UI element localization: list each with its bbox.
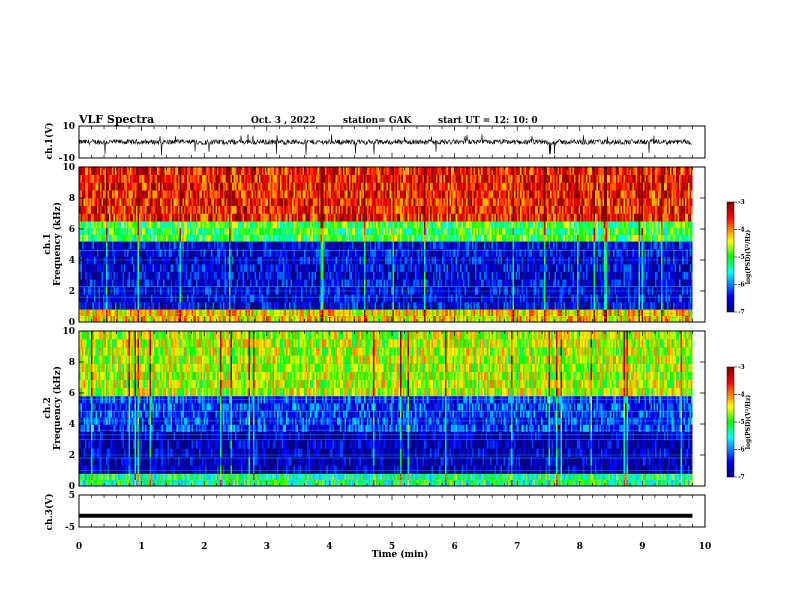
ch1-colorbar-label: log(PSD)(V²/Hz) [745, 230, 752, 285]
colorbar-tick: -4 [738, 227, 745, 234]
colorbar-tick: -5 [738, 419, 745, 426]
colorbar-tick: -7 [738, 309, 745, 316]
colorbar-tick: -5 [738, 254, 745, 261]
frequency-ytick: 10 [62, 163, 75, 173]
date-label: Oct. 3 , 2022 [251, 116, 315, 126]
frequency-ytick: 4 [69, 256, 75, 266]
panel-ch1-waveform: 10 -10 [59, 122, 706, 164]
colorbar-tick: -6 [738, 447, 745, 454]
ch1-spectrogram-ylabel-line2: Frequency (kHz) [52, 202, 63, 286]
time-tick-label: 10 [699, 542, 712, 552]
frequency-ytick: 10 [62, 327, 75, 337]
frequency-ytick: 4 [69, 420, 75, 430]
frequency-ytick: 0 [69, 318, 75, 328]
ch1-waveform-ylabel: ch.1(V) [44, 123, 55, 160]
ch1-waveform-line [78, 134, 693, 156]
time-tick-label: 2 [201, 542, 207, 552]
ch2-spectrogram-ylabel-line2: Frequency (kHz) [52, 366, 63, 450]
start-time-label: start UT = 12: 10: 0 [438, 116, 538, 126]
time-tick-label: 0 [76, 542, 82, 552]
station-label: station= GAK [343, 116, 413, 126]
ch2-colorbar-label: log(PSD)(V²/Hz) [745, 395, 752, 450]
time-tick-label: 7 [514, 542, 520, 552]
time-tick-label: 5 [389, 542, 395, 552]
panel-ch1-spectrogram: 0 2 4 6 8 10 [62, 163, 706, 328]
time-tick-label: 6 [451, 542, 457, 552]
frequency-ytick: 6 [69, 225, 75, 235]
frequency-ytick: 8 [69, 194, 75, 204]
ch3-waveform-ytick: 5 [69, 491, 75, 501]
time-tick-label: 3 [264, 542, 270, 552]
time-tick-label: 8 [577, 542, 583, 552]
frequency-ytick: 6 [69, 389, 75, 399]
ch3-waveform-ylabel: ch.3(V) [44, 494, 55, 531]
ch3-waveform-ytick: -5 [65, 523, 75, 533]
frequency-ytick: 2 [69, 451, 75, 461]
time-tick-label: 4 [326, 542, 332, 552]
time-axis: 0 1 2 3 4 5 6 7 8 9 10 [76, 542, 711, 552]
time-tick-label: 9 [639, 542, 645, 552]
ch1-spectrogram-ylabel-line1: ch.1 [43, 233, 53, 254]
frequency-ytick: 0 [69, 482, 75, 492]
panel-ch2-spectrogram: 0 2 4 6 8 10 [62, 327, 706, 492]
ch1-waveform-ytick: -10 [59, 154, 75, 164]
colorbar-tick: -4 [738, 392, 745, 399]
colorbar-tick: -3 [738, 364, 745, 371]
ch2-spectrogram-ylabel-line1: ch.2 [43, 397, 53, 418]
time-tick-label: 1 [138, 542, 144, 552]
colorbar-tick: -7 [738, 474, 745, 481]
frequency-ytick: 8 [69, 358, 75, 368]
colorbar-tick: -6 [738, 282, 745, 289]
time-axis-label: Time (min) [372, 549, 429, 560]
figure-title: VLF Spectra [78, 113, 154, 126]
colorbar-tick: -3 [738, 199, 745, 206]
panel-ch3-waveform: 5 -5 [65, 491, 706, 533]
ch1-waveform-ytick: 10 [62, 122, 75, 132]
frequency-ytick: 2 [69, 287, 75, 297]
